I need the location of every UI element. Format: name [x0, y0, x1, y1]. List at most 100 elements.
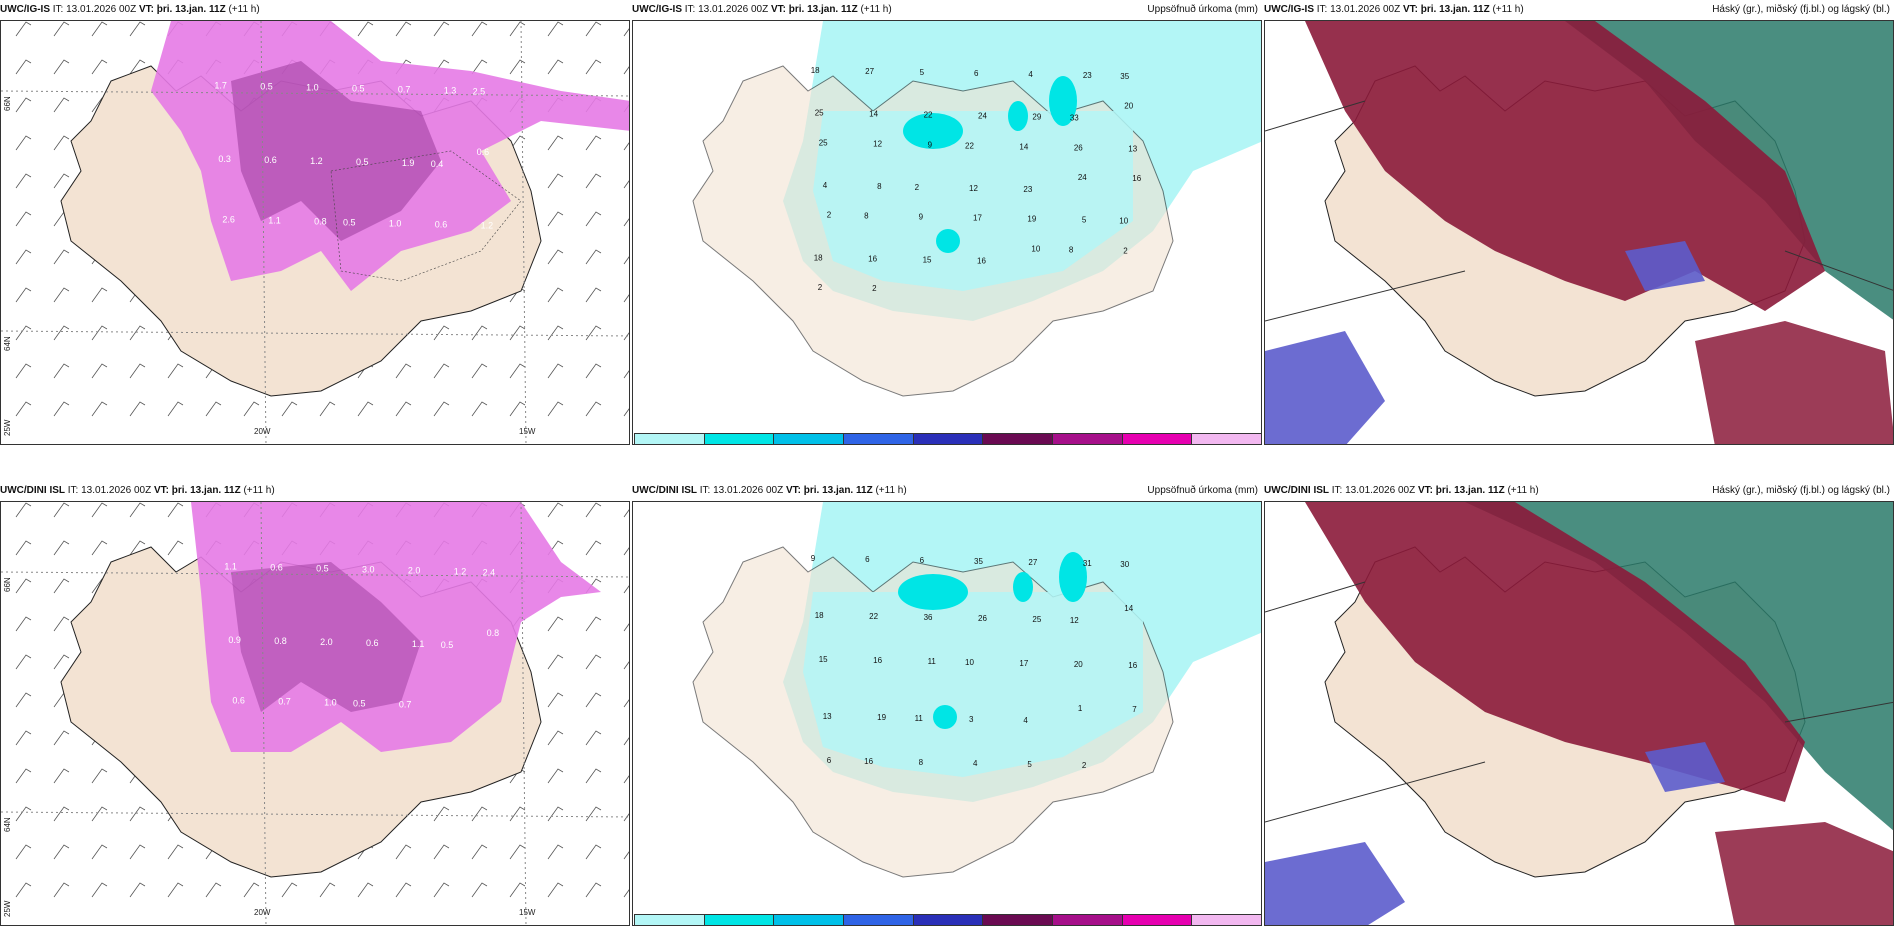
cloud-map-svg [1265, 21, 1893, 444]
wind-barb [547, 401, 564, 417]
lon-25-label: 25W [3, 900, 12, 917]
wind-barb [471, 844, 488, 860]
lon-15-label: 15W [519, 908, 536, 917]
map-value-label: 18 [815, 611, 824, 620]
valid-time: þri. 13.jan. 11Z [171, 485, 241, 496]
wind-barb [53, 882, 70, 898]
wind-barb [471, 59, 488, 75]
wind-barb [15, 325, 32, 341]
init-time: IT: 13.01.2026 00Z [1316, 4, 1401, 15]
wind-barb [585, 844, 602, 860]
map-value-label: 3 [969, 715, 974, 724]
wind-barb [15, 287, 32, 303]
wind-barb [471, 21, 488, 37]
wind-barb [357, 401, 374, 417]
wind-barb [471, 363, 488, 379]
wind-barb [547, 806, 564, 822]
precip-cell [1013, 572, 1033, 602]
wind-barb [243, 882, 260, 898]
wind-barb [547, 325, 564, 341]
wind-barb [15, 21, 32, 37]
map-value-label: 22 [924, 111, 933, 120]
wind-barb [53, 97, 70, 113]
wind-barb [395, 882, 412, 898]
cloud-title: Háský (gr.), miðský (fj.bl.) og lágský (… [1712, 4, 1890, 15]
map-value-label: 20 [1124, 102, 1133, 111]
map-value-label: 27 [865, 67, 874, 76]
map-value-label: 2 [1123, 246, 1128, 255]
precip-cell [936, 229, 960, 253]
map-value-label: 29 [1032, 113, 1041, 122]
map-value-label: 16 [1132, 174, 1141, 183]
map-value-label: 2 [818, 283, 823, 292]
map-value-label: 19 [877, 713, 886, 722]
map-value-label: 0.7 [399, 700, 412, 710]
wind-barb [53, 21, 70, 37]
map-value-label: 1.1 [224, 561, 237, 571]
wind-barb [167, 363, 184, 379]
map-value-label: 1.1 [268, 216, 281, 226]
wind-barb [129, 325, 146, 341]
map-value-label: 0.5 [441, 640, 454, 650]
legend-swatch [1053, 434, 1123, 444]
map-value-label: 16 [873, 656, 882, 665]
wind-barb [319, 882, 336, 898]
wind-barb [91, 768, 108, 784]
map-value-label: 8 [1069, 245, 1074, 254]
map-value-label: 0.6 [270, 562, 283, 572]
map-value-label: 30 [1120, 560, 1129, 569]
wind-barb [433, 363, 450, 379]
lon-line [260, 502, 527, 925]
wind-barb [433, 806, 450, 822]
panel-top-cloud: UWC/IG-IS IT: 13.01.2026 00Z VT: þri. 13… [1264, 0, 1894, 445]
wind-barb [15, 540, 32, 556]
init-time: IT: 13.01.2026 00Z [684, 4, 769, 15]
wind-barb [585, 363, 602, 379]
wind-barb [395, 363, 412, 379]
lead-time: (+11 h) [860, 4, 892, 15]
wind-barb [15, 59, 32, 75]
map-value-label: 1.2 [454, 566, 467, 576]
model-name: UWC/DINI ISL [632, 485, 697, 496]
map-value-label: 16 [868, 254, 877, 263]
model-name: UWC/IG-IS [1264, 4, 1314, 15]
map-value-label: 1.2 [481, 221, 494, 231]
mid-cloud-area [1265, 842, 1405, 925]
map-value-label: 10 [965, 658, 974, 667]
map-value-label: 36 [924, 613, 933, 622]
map-value-label: 0.6 [232, 696, 245, 706]
wind-barb [91, 59, 108, 75]
lat-64-label: 64N [3, 817, 12, 832]
wind-barb [15, 135, 32, 151]
lat-66-label: 66N [3, 96, 12, 111]
init-time: IT: 13.01.2026 00Z [67, 485, 152, 496]
map-value-label: 15 [923, 255, 932, 264]
map-value-label: 0.7 [398, 84, 411, 94]
map-value-label: 7 [1132, 705, 1137, 714]
wind-barb [585, 249, 602, 265]
lat-64-label: 64N [3, 336, 12, 351]
wind-barb [547, 59, 564, 75]
map-value-label: 6 [974, 69, 979, 78]
wind-barb [585, 502, 602, 518]
map-value-label: 2.5 [473, 86, 486, 96]
panel-title: UWC/DINI ISL IT: 13.01.2026 00Z VT: þri.… [632, 481, 1262, 501]
wind-barb [243, 401, 260, 417]
wind-barb [53, 502, 70, 518]
map-value-label: 0.5 [353, 699, 366, 709]
legend-swatch [774, 915, 845, 925]
legend-swatch [704, 434, 775, 444]
high-cloud-area [1305, 21, 1825, 311]
map-value-label: 1.7 [214, 80, 227, 90]
wind-barb [53, 844, 70, 860]
wind-barb [547, 616, 564, 632]
model-name: UWC/IG-IS [632, 4, 682, 15]
map-value-label: 0.8 [487, 628, 500, 638]
wind-barb [585, 59, 602, 75]
map-value-label: 11 [915, 714, 924, 723]
init-time: IT: 13.01.2026 00Z [699, 485, 784, 496]
snow-core [231, 562, 421, 712]
wind-barb [509, 882, 526, 898]
